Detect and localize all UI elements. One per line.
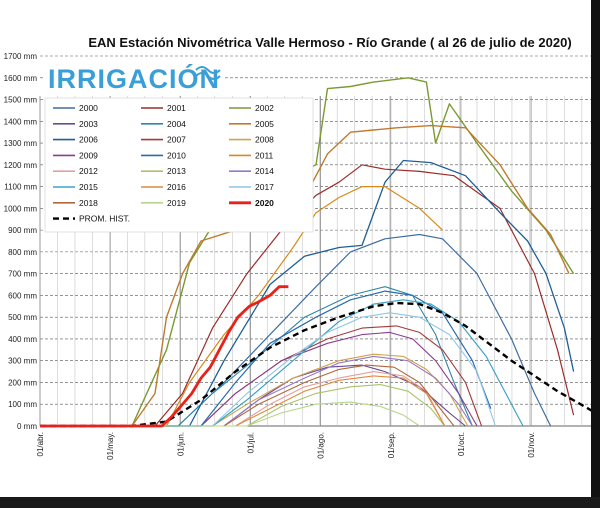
y-axis-ticks: 0 mm 100 mm 200 mm 300 mm 400 mm 500 mm 600 mm… (4, 52, 38, 431)
series-line-2018 (40, 364, 455, 427)
x-tick-label: 01/jul. (246, 432, 255, 453)
legend-label: 2016 (167, 182, 186, 192)
legend-label: 2015 (79, 182, 98, 192)
series-line-2001 (40, 164, 575, 427)
series-line-2017 (40, 312, 496, 427)
series-line-2012 (40, 371, 446, 427)
legend-label: 2000 (79, 103, 98, 113)
y-tick-label: 1300 mm (4, 139, 38, 148)
logo-wave-icon-2 (195, 72, 221, 80)
logo-text: IRRIGACIÓN (48, 63, 220, 94)
x-tick-label: 01/abr. (36, 432, 45, 456)
y-tick-label: 200 mm (8, 378, 37, 387)
logo-background (45, 60, 225, 94)
y-tick-label: 700 mm (8, 270, 37, 279)
y-tick-label: 900 mm (8, 226, 37, 235)
logo-wave-icon (195, 66, 221, 74)
y-tick-label: 800 mm (8, 248, 37, 257)
legend-label: 2003 (79, 119, 98, 129)
x-tick-label: 01/sep. (387, 432, 396, 458)
legend-label: 2013 (167, 166, 186, 176)
series-line-2015 (40, 299, 524, 427)
series-line-2019 (40, 401, 420, 427)
legend-label: 2009 (79, 150, 98, 160)
y-tick-label: 500 mm (8, 313, 37, 322)
series-line-2016 (40, 375, 446, 427)
legend-label: 2007 (167, 135, 186, 145)
y-tick-label: 1100 mm (4, 183, 37, 192)
series-line-2020 (40, 285, 289, 428)
x-tick-label: 01/oct. (457, 432, 466, 456)
y-tick-label: 1600 mm (4, 74, 38, 83)
legend-label: 2005 (255, 119, 274, 129)
series-line-2006 (40, 159, 575, 427)
legend-label: 2019 (167, 198, 186, 208)
y-tick-label: 1000 mm (4, 204, 38, 213)
legend-label: PROM. HIST. (79, 214, 130, 224)
series-line-2002 (40, 77, 575, 427)
x-tick-label: 01/ago. (317, 432, 326, 459)
y-tick-label: 100 mm (8, 400, 37, 409)
x-axis-ticks: 01/abr. 01/may. 01/jun. 01/jul. 01/ago. 01/se… (36, 432, 536, 460)
y-tick-label: 300 mm (8, 357, 37, 366)
legend-label: 2002 (255, 103, 274, 113)
right-edge-bar (591, 0, 600, 497)
y-tick-label: 1200 mm (4, 161, 38, 170)
legend-label: 2011 (255, 150, 274, 160)
legend-label: 2008 (255, 135, 274, 145)
y-tick-label: 600 mm (8, 291, 37, 300)
legend-label: 2020 (255, 198, 274, 208)
series-line-2009 (40, 331, 478, 427)
legend-label: 2004 (167, 119, 186, 129)
bottom-edge-bar (0, 497, 600, 508)
series-line-2005 (40, 124, 570, 427)
legend-label: 2006 (79, 135, 98, 145)
legend-label: 2017 (255, 182, 274, 192)
y-tick-label: 1500 mm (4, 96, 38, 105)
y-tick-label: 400 mm (8, 335, 37, 344)
x-tick-label: 01/may. (106, 432, 115, 460)
irrigacion-logo: IRRIGACIÓN (45, 60, 225, 94)
legend-label: 2001 (167, 103, 186, 113)
series-line-2010 (40, 290, 492, 427)
series-line-2014 (40, 355, 473, 427)
x-tick-label: 01/jun. (176, 432, 185, 456)
y-tick-label: 0 mm (17, 422, 37, 431)
legend-box (44, 97, 314, 233)
series-line-2013 (40, 384, 446, 427)
legend: 2000 2001 2002 2003 2004 2005 2006 2007 2008 2009… (44, 97, 314, 233)
legend-label: 2018 (79, 198, 98, 208)
series-line-prom-hist- (40, 301, 593, 428)
y-tick-label: 1400 mm (4, 117, 38, 126)
chart-title: EAN Estación Nivométrica Valle Hermoso -… (88, 35, 571, 50)
legend-label: 2010 (167, 150, 186, 160)
x-tick-label: 01/nov. (527, 432, 536, 458)
series-lines (40, 77, 593, 428)
legend-label: 2014 (255, 166, 274, 176)
y-tick-label: 1700 mm (4, 52, 38, 61)
legend-label: 2012 (79, 166, 98, 176)
